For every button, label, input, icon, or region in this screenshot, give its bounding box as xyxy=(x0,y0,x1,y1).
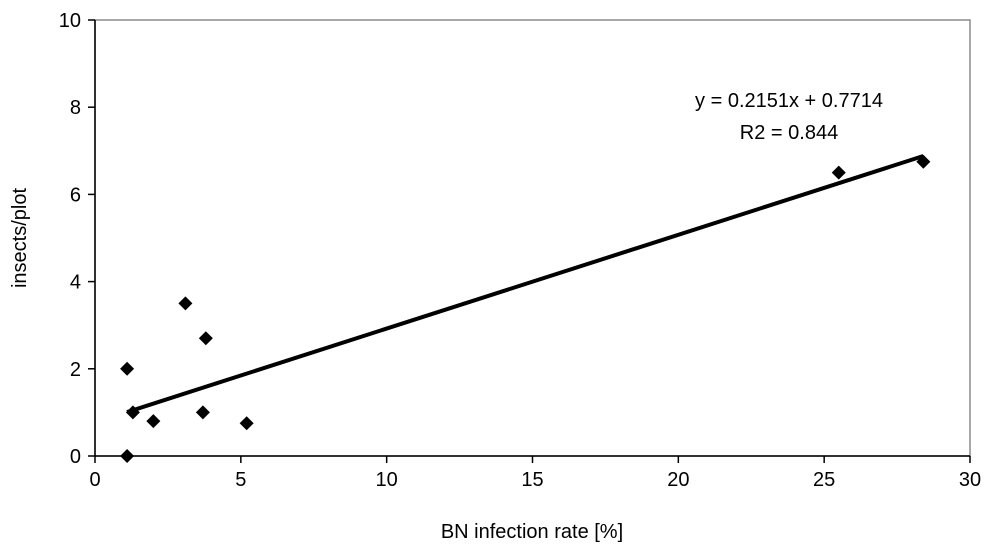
y-tick-label: 10 xyxy=(59,10,81,32)
data-points xyxy=(120,154,931,463)
data-point xyxy=(239,416,254,431)
data-point xyxy=(120,361,135,376)
data-point xyxy=(178,296,193,311)
data-point xyxy=(831,165,846,180)
data-point xyxy=(120,449,135,463)
y-axis-title: insects/plot xyxy=(9,188,31,288)
trendline xyxy=(126,154,924,414)
x-tick-label: 25 xyxy=(813,469,835,491)
y-tick-label: 0 xyxy=(70,446,81,468)
x-tick-label: 10 xyxy=(376,469,398,491)
trendline-r2: R2 = 0.844 xyxy=(740,122,838,144)
x-tick-label: 5 xyxy=(235,469,246,491)
x-tick-label: 0 xyxy=(89,469,100,491)
data-point xyxy=(916,154,931,169)
y-tick-label: 6 xyxy=(70,184,81,206)
data-point xyxy=(125,405,140,420)
plot-area-frame xyxy=(94,19,971,457)
x-tick-label: 20 xyxy=(667,469,689,491)
data-point xyxy=(146,414,161,429)
x-tick-label: 30 xyxy=(959,469,981,491)
y-tick-label: 4 xyxy=(70,272,81,294)
trendline-equation: y = 0.2151x + 0.7714 xyxy=(695,90,883,112)
y-tick-label: 2 xyxy=(70,359,81,381)
data-point xyxy=(198,331,213,346)
y-tick-label: 8 xyxy=(70,97,81,119)
axes: 0 2 4 6 8 10 0 5 10 15 20 25 30 xyxy=(59,10,981,491)
x-tick-label: 15 xyxy=(521,469,543,491)
trendline-group xyxy=(126,154,924,414)
x-axis-title: BN infection rate [%] xyxy=(441,521,623,543)
data-point xyxy=(195,405,210,420)
